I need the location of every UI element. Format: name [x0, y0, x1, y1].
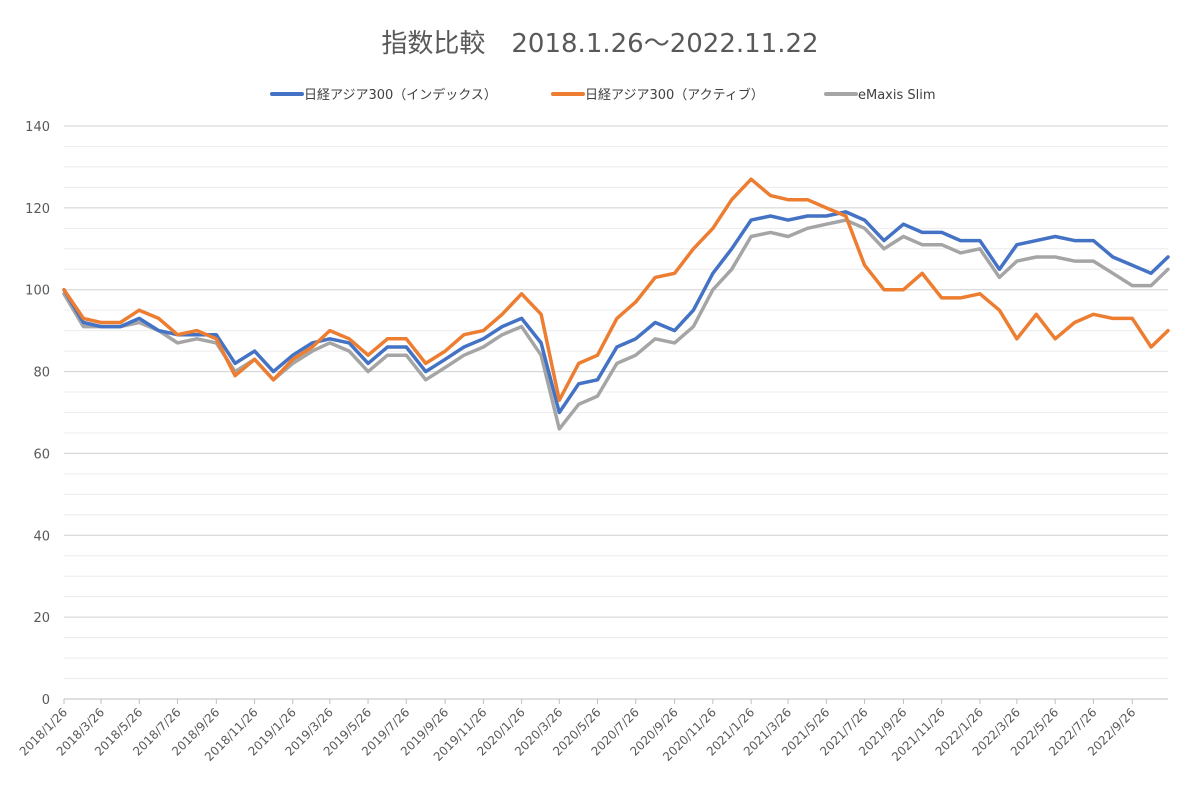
y-tick-label: 40 [33, 529, 50, 544]
legend: 日経アジア300（インデックス） 日経アジア300（アクティブ） eMaxis Sl… [270, 87, 936, 103]
series-line-3 [62, 218, 1170, 431]
legend-label: 日経アジア300（アクティブ） [585, 87, 764, 103]
y-tick-label: 80 [33, 366, 50, 381]
legend-label: eMaxis Slim [858, 88, 936, 103]
series-line-2 [62, 177, 1170, 402]
y-tick-label: 120 [25, 202, 50, 217]
gridlines [64, 125, 1168, 680]
y-tick-label: 0 [42, 693, 50, 708]
axes: 0204060801001201402018/1/262018/3/262018… [17, 120, 1168, 764]
y-tick-label: 20 [33, 611, 50, 626]
legend-label: 日経アジア300（インデックス） [304, 87, 497, 103]
y-tick-label: 60 [33, 447, 50, 462]
series-line-1 [62, 210, 1170, 415]
series-lines [62, 177, 1170, 431]
y-tick-label: 140 [25, 120, 50, 135]
chart-title: 指数比較 2018.1.26～2022.11.22 [381, 29, 818, 59]
y-tick-label: 100 [25, 284, 50, 299]
